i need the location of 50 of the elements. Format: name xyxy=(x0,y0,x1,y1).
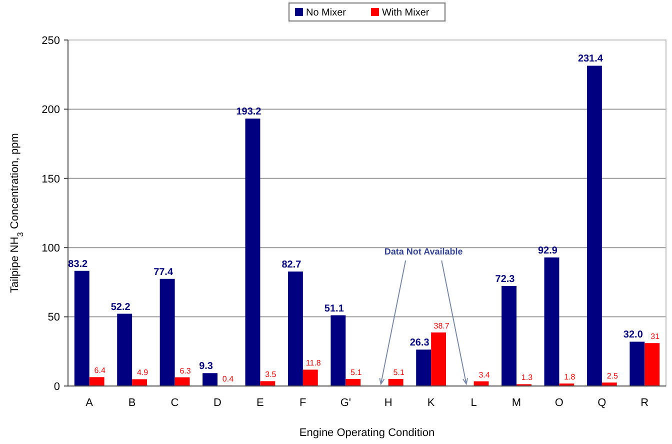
x-tick-label: M xyxy=(512,397,522,409)
x-tick-label: G' xyxy=(340,397,351,409)
data-label: 1.8 xyxy=(564,372,576,382)
data-label: 4.9 xyxy=(136,368,149,378)
data-label: 9.3 xyxy=(199,361,214,372)
y-tick-label: 100 xyxy=(42,242,60,254)
x-axis-title: Engine Operating Condition xyxy=(299,427,435,439)
annotation: Data Not Available xyxy=(384,246,463,257)
x-tick-label: L xyxy=(470,397,477,409)
data-label: 193.2 xyxy=(236,106,262,118)
y-tick-label: 250 xyxy=(42,34,60,47)
data-label: 2.5 xyxy=(606,372,619,381)
y-tick-label: 0 xyxy=(54,380,60,393)
legend-label: No Mixer xyxy=(306,8,347,18)
data-label: 0.4 xyxy=(222,374,234,384)
data-label: 3.5 xyxy=(265,370,277,380)
data-label: 5.1 xyxy=(393,368,405,377)
data-label: 92.9 xyxy=(538,245,558,256)
x-tick-label: E xyxy=(256,397,264,409)
data-label: 83.2 xyxy=(68,258,88,270)
data-label: 3.4 xyxy=(478,370,490,380)
data-label: 77.4 xyxy=(154,266,174,278)
x-tick-label: C xyxy=(170,397,179,409)
x-tick-label: Q xyxy=(598,397,607,409)
data-label: 6.4 xyxy=(94,366,106,376)
data-label: 52.2 xyxy=(110,302,131,313)
x-tick-label: R xyxy=(640,397,649,409)
legend-label: With Mixer xyxy=(382,8,430,18)
x-tick-label: K xyxy=(427,397,436,409)
y-tick-label: 50 xyxy=(48,312,60,324)
data-label: 11.8 xyxy=(306,358,322,368)
data-label: 51.1 xyxy=(324,303,344,314)
y-tick-label: 150 xyxy=(42,173,60,186)
data-label: 231.4 xyxy=(578,54,604,65)
x-tick-label: F xyxy=(300,397,307,409)
data-label: 31 xyxy=(650,332,660,342)
data-label: 72.3 xyxy=(495,274,516,285)
x-tick-label: A xyxy=(86,397,94,409)
x-tick-label: B xyxy=(128,397,136,409)
x-tick-label: O xyxy=(554,397,564,409)
data-label: 26.3 xyxy=(410,338,430,349)
data-label: 1.3 xyxy=(521,373,534,382)
y-tick-label: 200 xyxy=(42,104,60,116)
data-label: 38.7 xyxy=(434,321,450,330)
data-label: 6.3 xyxy=(180,366,192,376)
data-label: 32.0 xyxy=(623,330,644,341)
x-tick-label: D xyxy=(214,397,222,409)
x-tick-label: H xyxy=(384,397,392,409)
data-label: 82.7 xyxy=(282,260,302,271)
data-label: 5.1 xyxy=(350,368,362,377)
